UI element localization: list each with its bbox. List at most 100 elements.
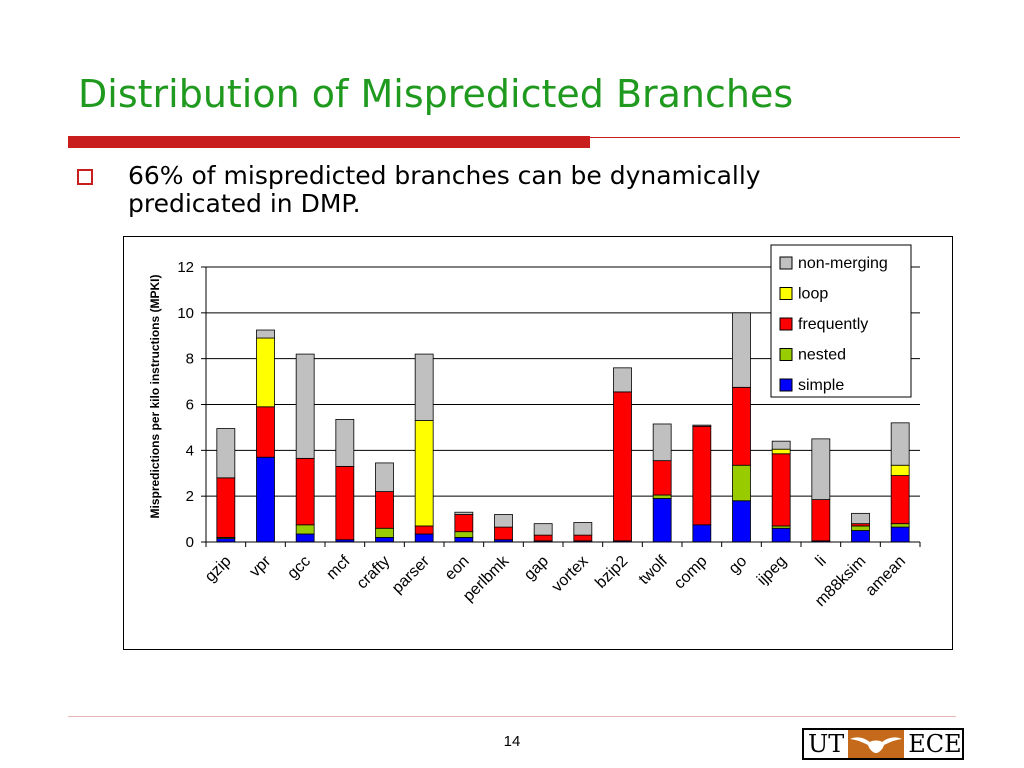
- bar-go-frequently: [732, 386, 751, 466]
- bar-li-non-merging: [811, 438, 831, 501]
- y-axis-title: Mispredictions per kilo instructions (MP…: [148, 274, 162, 518]
- legend-label-non-merging: non-merging: [798, 255, 888, 272]
- slide-title: Distribution of Mispredicted Branches: [78, 72, 794, 116]
- bar-gap-non-merging: [533, 523, 553, 536]
- bar-ijpeg-loop: [771, 448, 791, 455]
- legend-swatch-simple: [779, 378, 793, 392]
- bar-vortex-frequently: [573, 534, 593, 542]
- bar-mcf-non-merging: [335, 418, 355, 467]
- y-tick-label: 2: [186, 488, 194, 505]
- page-number: 14: [503, 733, 521, 750]
- bar-twolf-simple: [652, 498, 672, 543]
- bar-comp-simple: [692, 524, 712, 543]
- x-tick-label: comp: [671, 553, 711, 593]
- x-tick-label: parser: [389, 552, 434, 597]
- legend-swatch-loop: [779, 287, 793, 300]
- x-tick-label: gcc: [284, 553, 314, 583]
- bar-vpr-non-merging: [256, 329, 275, 339]
- bar-vpr-loop: [256, 337, 275, 408]
- bar-eon-non-merging: [454, 511, 474, 515]
- bar-amean-non-merging: [890, 422, 910, 466]
- legend-label-simple: simple: [798, 377, 844, 394]
- x-tick-label: go: [726, 553, 751, 578]
- bar-m88ksim-simple: [851, 530, 870, 543]
- bar-eon-nested: [454, 531, 474, 538]
- bar-m88ksim-non-merging: [851, 512, 870, 525]
- bar-eon-simple: [454, 537, 474, 543]
- x-tick-label: li: [813, 553, 830, 570]
- y-tick-label: 4: [186, 442, 194, 459]
- bar-parser-non-merging: [414, 353, 434, 421]
- bar-li-frequently: [811, 499, 831, 542]
- legend-swatch-frequently: [779, 317, 793, 331]
- x-tick-label: crafty: [354, 553, 394, 593]
- x-tick-label: ijpeg: [754, 553, 790, 589]
- x-tick-label: vpr: [247, 552, 275, 580]
- y-tick-labels: 0 2 4 6 8 10 12: [177, 259, 194, 551]
- bar-gcc-frequently: [295, 457, 315, 526]
- bar-go-nested: [732, 464, 751, 502]
- bar-m88ksim-nested: [851, 525, 870, 531]
- bar-ijpeg-non-merging: [771, 440, 791, 450]
- bar-gcc-non-merging: [295, 353, 315, 459]
- bar-crafty-nested: [375, 527, 394, 538]
- bar-comp-frequently: [692, 425, 712, 526]
- y-tick-label: 8: [186, 351, 194, 368]
- x-tick-label: gzip: [202, 553, 235, 586]
- bar-parser-simple: [414, 533, 434, 543]
- bar-crafty-simple: [375, 537, 394, 543]
- bar-twolf-non-merging: [652, 423, 672, 462]
- bar-amean-nested: [890, 523, 910, 528]
- bar-vortex-non-merging: [573, 522, 593, 536]
- axes: [201, 266, 921, 547]
- legend-swatch-non-merging: [779, 256, 793, 270]
- ut-ece-logo: UT ECE: [802, 728, 964, 760]
- y-tick-label: 12: [177, 259, 194, 276]
- legend: non-merging loop frequently nested simple: [770, 244, 912, 398]
- bar-go-simple: [732, 500, 751, 543]
- logo-ut-text: UT: [808, 730, 845, 758]
- legend-box: [770, 244, 912, 398]
- bar-twolf-nested: [652, 494, 672, 499]
- x-tick-label: vortex: [549, 553, 592, 596]
- bar-bzip2-non-merging: [613, 367, 632, 393]
- bar-gap-frequently: [533, 534, 553, 542]
- bar-crafty-non-merging: [375, 462, 394, 492]
- bar-vpr-frequently: [256, 406, 275, 458]
- bar-go-non-merging: [732, 312, 751, 388]
- x-tick-label: twolf: [636, 552, 672, 588]
- bar-crafty-frequently: [375, 491, 394, 529]
- legend-label-frequently: frequently: [798, 316, 868, 333]
- bullet-text: 66% of mispredicted branches can be dyna…: [128, 161, 761, 218]
- x-tick-label: eon: [442, 553, 473, 584]
- legend-label-nested: nested: [798, 347, 846, 364]
- bar-ijpeg-simple: [771, 527, 791, 543]
- x-tick-label: gap: [521, 553, 552, 584]
- bar-amean-loop: [890, 464, 910, 476]
- bar-gzip-non-merging: [216, 428, 236, 479]
- x-tick-label: perlbmk: [460, 552, 513, 605]
- bar-ijpeg-frequently: [771, 453, 791, 527]
- bar-mcf-frequently: [335, 465, 355, 541]
- bar-gzip-simple: [216, 538, 236, 543]
- bars: [216, 312, 910, 543]
- y-tick-label: 0: [186, 534, 194, 551]
- y-tick-label: 10: [177, 305, 194, 322]
- legend-swatch-nested: [779, 348, 793, 361]
- title-underline-thick: [68, 136, 590, 148]
- y-tick-label: 6: [186, 397, 194, 414]
- bar-gzip-frequently: [216, 477, 236, 538]
- bar-eon-frequently: [454, 514, 474, 533]
- bar-twolf-frequently: [652, 460, 672, 496]
- square-bullet-icon: [77, 169, 93, 185]
- longhorn-icon: [848, 730, 905, 758]
- bar-parser-loop: [414, 420, 434, 527]
- bar-perlbmk-non-merging: [494, 514, 513, 528]
- bar-perlbmk-frequently: [494, 526, 513, 541]
- x-tick-label: amean: [862, 553, 909, 600]
- bar-vpr-simple: [256, 456, 275, 543]
- bar-comp-non-merging: [692, 424, 712, 427]
- bar-amean-frequently: [890, 475, 910, 525]
